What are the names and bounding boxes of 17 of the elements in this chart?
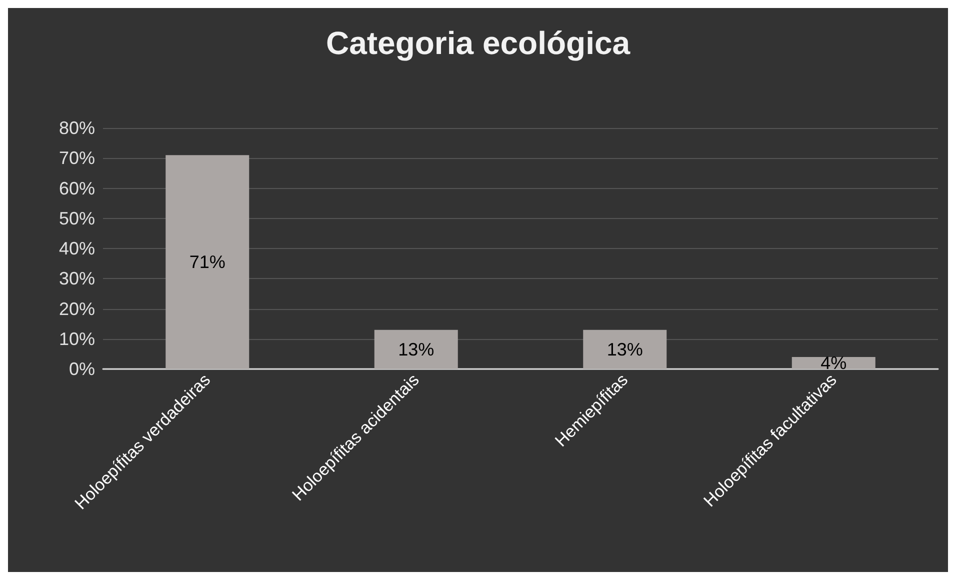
y-tick-label: 10% — [58, 328, 95, 349]
y-tick-label: 80% — [58, 118, 95, 138]
y-tick-label: 60% — [58, 178, 95, 198]
y-tick-label: 40% — [58, 238, 95, 258]
data-label: 71% — [189, 252, 226, 272]
y-tick-label: 0% — [68, 359, 95, 379]
y-tick-label: 70% — [58, 148, 95, 168]
data-label: 4% — [820, 352, 847, 373]
y-tick-label: 30% — [58, 268, 95, 289]
data-label: 13% — [398, 339, 434, 360]
y-tick-label: 50% — [58, 208, 95, 228]
chart-title: Categoria ecológica — [326, 25, 630, 61]
y-tick-label: 20% — [58, 298, 95, 319]
bar — [583, 330, 667, 369]
data-label: 13% — [606, 339, 643, 360]
bar — [166, 155, 250, 369]
bar — [374, 330, 458, 369]
